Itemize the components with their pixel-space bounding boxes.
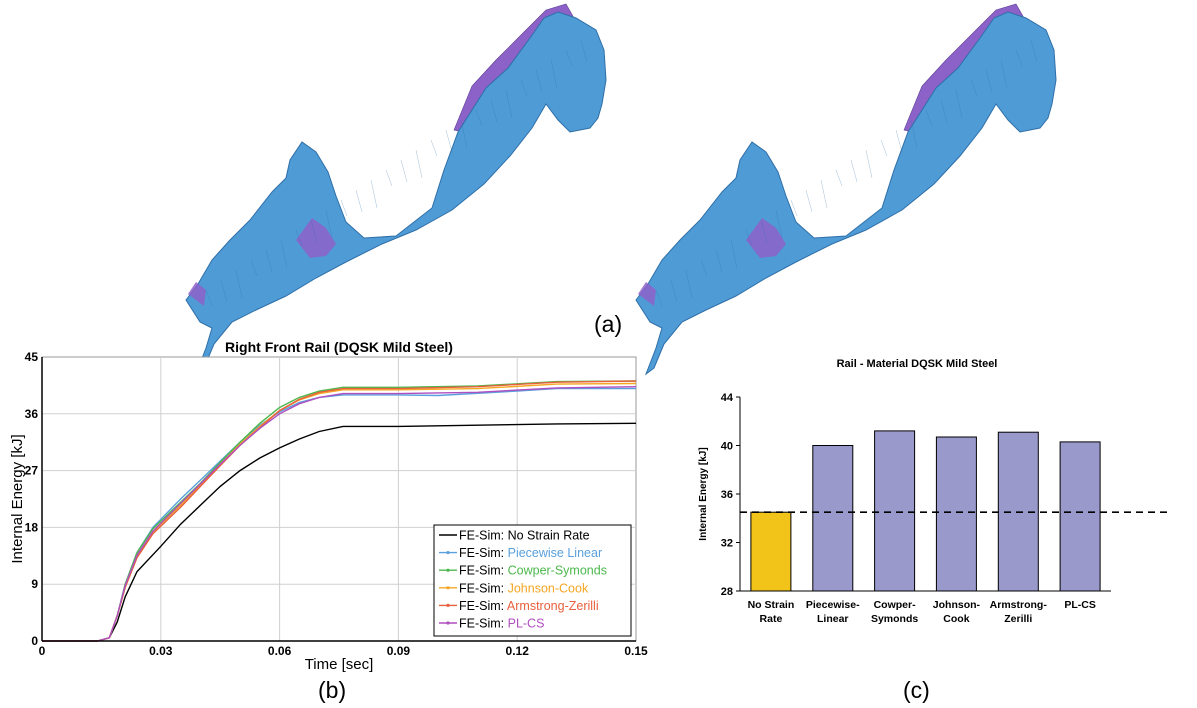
category-label: Symonds	[871, 613, 918, 625]
deformed-rail-mesh-left	[185, 3, 607, 376]
y-tick-label: 44	[721, 392, 734, 404]
category-label: Zerilli	[1004, 613, 1032, 625]
deformed-rail-mesh-right	[635, 3, 1057, 376]
panel-label-c: (c)	[903, 677, 930, 703]
line-chart-title: Right Front Rail (DQSK Mild Steel)	[225, 339, 453, 355]
bar-chart: Rail - Material DQSK Mild Steel 28 32 36 40…	[698, 358, 1168, 625]
x-tick-label: 0.15	[624, 644, 648, 658]
y-tick-label: 36	[25, 407, 39, 421]
category-label: Cook	[943, 613, 969, 625]
legend-marker	[446, 568, 450, 572]
bar-y-axis-label: Internal Energy [kJ]	[698, 447, 709, 540]
bar	[812, 445, 854, 592]
category-label: Linear	[817, 613, 849, 625]
legend-label: FE-Sim: Cowper-Symonds	[459, 564, 607, 578]
legend-label: FE-Sim: Armstrong-Zerilli	[459, 599, 599, 613]
legend-label: FE-Sim: No Strain Rate	[459, 529, 590, 543]
y-tick-label: 28	[721, 586, 733, 598]
line-x-axis-label: Time [sec]	[305, 656, 374, 673]
bar-chart-title: Rail - Material DQSK Mild Steel	[837, 358, 998, 370]
legend-marker	[446, 586, 450, 590]
line-chart-series	[42, 380, 637, 642]
bar	[1059, 441, 1101, 592]
bar	[874, 430, 916, 592]
line-y-axis-label: Internal Energy [kJ]	[9, 434, 26, 563]
y-tick-label: 0	[31, 634, 38, 648]
legend-label: FE-Sim: Johnson-Cook	[459, 581, 589, 595]
legend-label: FE-Sim: Piecewise Linear	[459, 546, 602, 560]
panel-label-a: (a)	[594, 311, 623, 337]
category-label: No Strain	[748, 599, 795, 611]
y-tick-label: 40	[721, 441, 733, 453]
legend-box	[433, 524, 632, 637]
series-line	[42, 422, 637, 642]
y-tick-label: 9	[31, 577, 38, 591]
bar-chart-categories: No Strain Rate Piecewise- Linear Cowper- Symo…	[748, 599, 1096, 625]
category-label: PL-CS	[1064, 599, 1096, 611]
line-chart-ticks: 0 0.03 0.06 0.09 0.12 0.15 0 9 18 27 36 45	[25, 350, 648, 658]
bar	[935, 436, 977, 592]
x-tick-label: 0.06	[268, 644, 292, 658]
y-tick-label: 32	[721, 538, 733, 550]
category-label: Cowper-	[874, 599, 917, 611]
category-label: Rate	[760, 613, 783, 625]
legend-marker	[446, 621, 450, 625]
category-label: Piecewise-	[806, 599, 860, 611]
legend-label: FE-Sim: PL-CS	[459, 617, 544, 631]
category-label: Johnson-	[933, 599, 981, 611]
bar-chart-bars	[750, 430, 1101, 592]
line-chart-legend: FE-Sim: No Strain Rate FE-Sim: Piecewise …	[433, 524, 632, 637]
category-label: Armstrong-	[990, 599, 1048, 611]
y-tick-label: 45	[25, 350, 39, 364]
line-chart: Right Front Rail (DQSK Mild Steel) 0 0.03…	[9, 339, 648, 673]
x-tick-label: 0.09	[387, 644, 411, 658]
bar-chart-ticks: 28 32 36 40 44	[721, 392, 740, 598]
series-line	[42, 386, 637, 642]
bar	[750, 511, 792, 592]
legend-marker	[446, 551, 450, 555]
x-tick-label: 0.12	[506, 644, 530, 658]
y-tick-label: 27	[25, 464, 39, 478]
y-tick-label: 18	[25, 520, 39, 534]
x-tick-label: 0.03	[149, 644, 173, 658]
legend-marker	[446, 603, 450, 608]
y-tick-label: 36	[721, 489, 733, 501]
x-tick-label: 0	[39, 644, 46, 658]
panel-label-b: (b)	[318, 677, 347, 703]
